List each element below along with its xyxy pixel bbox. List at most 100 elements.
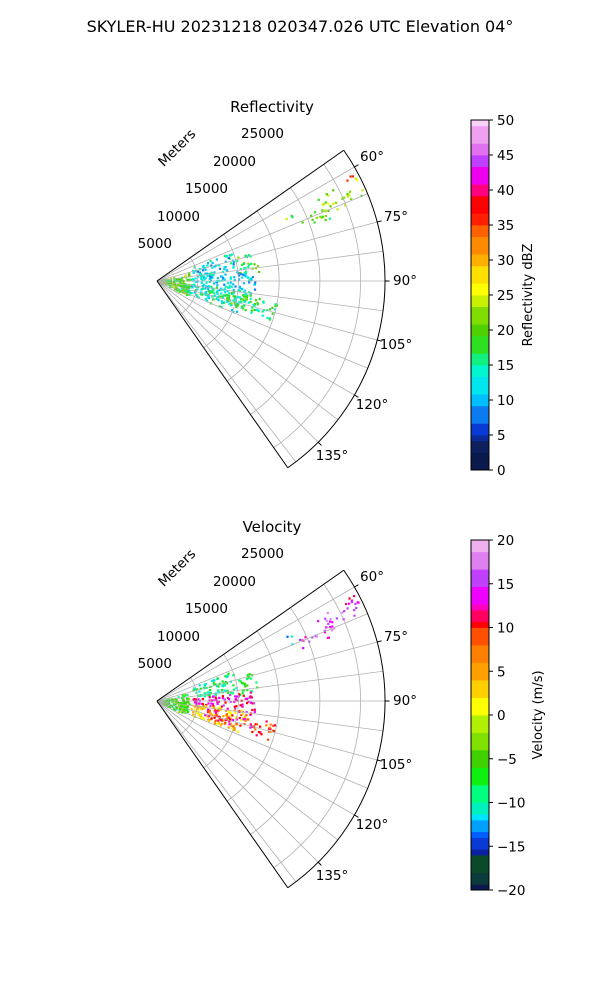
range-tick-label: 15000 (185, 601, 228, 617)
echo-gate (179, 284, 182, 288)
echo-gate (200, 712, 203, 715)
echo-gate (174, 701, 177, 704)
velocity-colorbar (470, 539, 490, 891)
colorbar-segment (471, 236, 489, 243)
echo-gate (171, 700, 174, 703)
echo-gate (195, 293, 198, 296)
echo-gate (238, 278, 241, 281)
echo-gate (269, 723, 272, 726)
echo-gate (249, 701, 252, 704)
echo-gate (242, 298, 245, 301)
colorbar-segment (471, 761, 489, 768)
colorbar-segment (471, 545, 489, 553)
echo-gate (224, 689, 227, 692)
echo-gate (226, 282, 229, 285)
echo-gate (240, 719, 243, 722)
echo-gate (242, 694, 245, 697)
echo-gate (178, 280, 181, 283)
echo-gate (176, 701, 179, 704)
echo-gate (220, 705, 223, 708)
echo-gate (171, 705, 174, 708)
echo-gate (200, 277, 203, 280)
echo-gate (206, 285, 209, 288)
echo-gate (206, 293, 209, 296)
echo-gate (223, 682, 226, 685)
echo-gate (212, 288, 215, 291)
echo-gate (187, 697, 190, 700)
echo-gate (249, 713, 252, 716)
colorbar-segment (471, 435, 489, 442)
echo-gate (324, 201, 327, 204)
echo-gate (245, 298, 248, 301)
echo-gate (313, 221, 316, 224)
echo-gate (201, 703, 205, 706)
echo-gate (180, 708, 183, 711)
echo-gate (214, 712, 217, 715)
echo-gate (248, 279, 251, 282)
colorbar-segment (471, 773, 489, 780)
echo-gate (265, 724, 268, 727)
colorbar-segment (471, 306, 489, 313)
echo-gate (273, 724, 277, 727)
echo-gate (361, 189, 364, 192)
echo-gate (226, 255, 229, 258)
echo-gate (210, 717, 213, 720)
echo-gate (201, 716, 204, 720)
echo-gate (211, 289, 214, 293)
echo-gate (332, 202, 335, 205)
azimuth-gridline (156, 700, 378, 761)
colorbar-segment (471, 633, 489, 640)
echo-gate (229, 711, 232, 715)
azimuth-gridline (156, 166, 355, 282)
echo-gate (232, 263, 235, 266)
echo-gate (181, 709, 184, 712)
echo-gate (245, 275, 248, 278)
azimuth-gridline (156, 700, 355, 816)
colorbar-segment (471, 254, 489, 261)
echo-gate (232, 725, 235, 728)
echo-gate (244, 309, 247, 312)
echo-gate (250, 309, 253, 312)
echo-gate (180, 704, 183, 707)
reflectivity-grid (156, 164, 385, 463)
azimuth-gridline (156, 700, 319, 863)
echo-gate (205, 704, 208, 707)
echo-gate (327, 209, 330, 212)
echo-gate (253, 263, 256, 266)
echo-gate (250, 311, 253, 314)
colorbar-segment (471, 260, 489, 267)
echo-gate (266, 316, 269, 320)
echo-gate (206, 296, 209, 299)
colorbar-segment (471, 248, 489, 255)
echo-gate (207, 290, 210, 293)
echo-gate (251, 702, 254, 705)
echo-gate (212, 273, 215, 276)
echo-gate (261, 310, 264, 313)
colorbar-segment (471, 837, 489, 844)
echo-gate (178, 290, 181, 293)
echo-gate (353, 614, 356, 617)
echo-gate (201, 285, 204, 288)
echo-gate (228, 723, 231, 726)
echo-gate (208, 277, 211, 280)
colorbar-segment (471, 598, 489, 605)
echo-gate (213, 721, 216, 724)
range-tick-label: 5000 (138, 656, 172, 672)
echo-gate (238, 300, 241, 303)
colorbar-tick-label: −15 (497, 839, 526, 855)
echo-gate (243, 715, 246, 718)
echo-gate (194, 289, 198, 292)
colorbar-segment (471, 131, 489, 138)
echo-gate (354, 177, 357, 180)
echo-gate (215, 698, 218, 701)
echo-gate (208, 694, 211, 697)
colorbar-segment (471, 732, 489, 739)
echo-gate (239, 704, 242, 707)
azimuth-gridline (156, 280, 319, 443)
echo-gate (223, 278, 226, 281)
echo-gate (241, 288, 244, 291)
echo-gate (248, 263, 251, 266)
echo-gate (348, 597, 351, 600)
echo-gate (226, 269, 229, 272)
